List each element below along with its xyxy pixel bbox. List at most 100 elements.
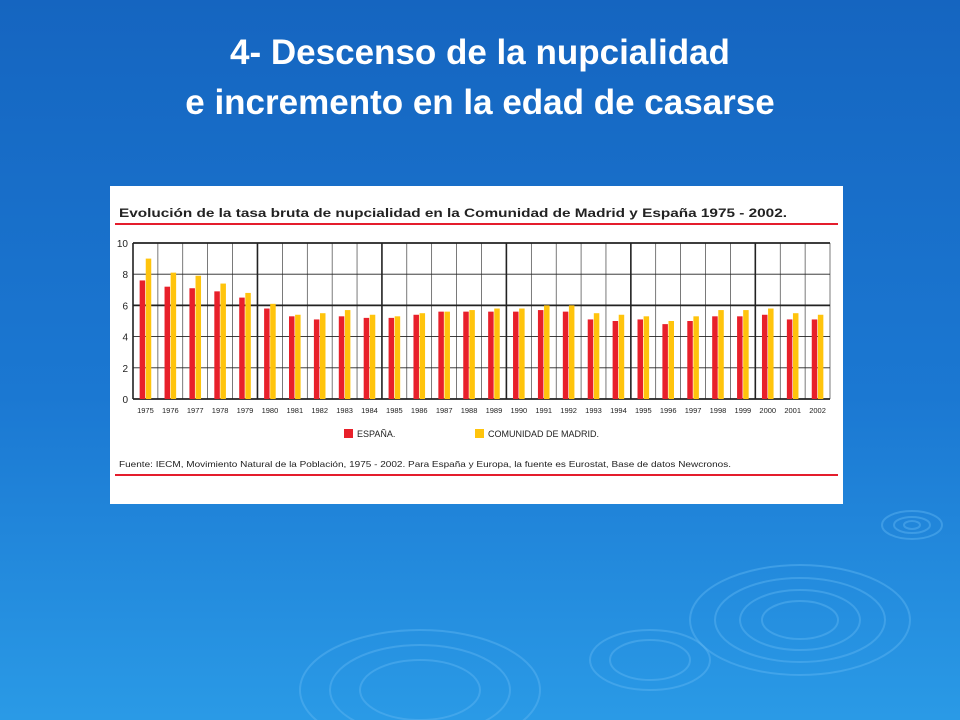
- x-tick-label: 1976: [162, 406, 179, 415]
- bar-espana: [637, 319, 644, 399]
- source-note: Fuente: IECM, Movimiento Natural de la P…: [119, 459, 731, 469]
- bar-madrid: [693, 316, 699, 399]
- chart-card: Evolución de la tasa bruta de nupcialida…: [110, 186, 843, 504]
- x-tick-label: 1994: [610, 406, 627, 415]
- legend-label: COMUNIDAD DE MADRID.: [488, 429, 599, 439]
- bar-madrid: [792, 313, 799, 399]
- bar-espana: [562, 311, 569, 399]
- bar-madrid: [519, 308, 525, 399]
- bar-espana: [811, 319, 818, 399]
- x-tick-label: 2000: [759, 406, 776, 415]
- bar-madrid: [319, 313, 326, 399]
- bar-espana: [612, 321, 619, 399]
- x-tick-label: 1990: [510, 406, 527, 415]
- bar-madrid: [369, 314, 376, 399]
- x-tick-label: 1991: [535, 406, 552, 415]
- x-tick-label: 1996: [660, 406, 677, 415]
- x-tick-label: 1986: [411, 406, 428, 415]
- chart-title: Evolución de la tasa bruta de nupcialida…: [119, 206, 787, 220]
- x-tick-label: 1975: [137, 406, 154, 415]
- bar-madrid: [394, 316, 401, 399]
- x-tick-label: 1993: [585, 406, 602, 415]
- bar-espana: [313, 319, 320, 399]
- bar-madrid: [768, 308, 774, 399]
- title-line-1: 4- Descenso de la nupcialidad: [230, 33, 730, 72]
- bar-madrid: [743, 310, 749, 399]
- bar-espana: [363, 317, 370, 399]
- bar-madrid: [469, 310, 475, 399]
- bar-espana: [338, 316, 345, 399]
- x-tick-label: 1981: [286, 406, 303, 415]
- x-tick-label: 1978: [212, 406, 229, 415]
- bar-espana: [289, 316, 295, 399]
- title-line-2: e incremento en la edad de casarse: [185, 83, 775, 122]
- bar-madrid: [618, 314, 625, 399]
- x-tick-label: 1982: [311, 406, 328, 415]
- bar-espana: [786, 319, 793, 399]
- y-tick-label: 2: [122, 364, 128, 375]
- x-tick-label: 1985: [386, 406, 403, 415]
- bar-espana: [463, 311, 469, 399]
- bar-espana: [164, 286, 171, 399]
- bar-madrid: [220, 283, 226, 399]
- x-tick-label: 1992: [560, 406, 577, 415]
- y-tick-label: 4: [122, 333, 128, 344]
- slide-title: 4- Descenso de la nupcialidad e incremen…: [0, 28, 960, 128]
- x-tick-label: 1988: [461, 406, 478, 415]
- bar-espana: [388, 317, 395, 399]
- x-tick-label: 1987: [436, 406, 453, 415]
- x-tick-label: 1997: [685, 406, 702, 415]
- bar-espana: [438, 311, 444, 399]
- bar-madrid: [444, 311, 450, 399]
- x-tick-label: 1979: [237, 406, 254, 415]
- bar-madrid: [643, 316, 650, 399]
- bar-madrid: [593, 313, 600, 399]
- bar-chart: Evolución de la tasa bruta de nupcialida…: [115, 206, 838, 476]
- bar-madrid: [668, 321, 674, 399]
- bar-madrid: [195, 275, 202, 399]
- bar-espana: [189, 288, 195, 399]
- bar-madrid: [568, 305, 575, 399]
- bar-espana: [264, 308, 270, 399]
- x-tick-label: 1984: [361, 406, 378, 415]
- legend-swatch: [475, 429, 484, 438]
- y-tick-label: 0: [122, 395, 128, 406]
- bar-madrid: [718, 310, 724, 399]
- legend-swatch: [344, 429, 353, 438]
- bar-espana: [488, 311, 494, 399]
- bar-madrid: [344, 310, 351, 399]
- bar-espana: [687, 321, 693, 399]
- x-tick-label: 1999: [735, 406, 752, 415]
- bar-espana: [662, 324, 668, 399]
- bar-espana: [737, 316, 743, 399]
- bar-espana: [139, 280, 146, 399]
- x-tick-label: 1995: [635, 406, 652, 415]
- legend-label: ESPAÑA.: [357, 429, 395, 439]
- bar-madrid: [270, 303, 276, 399]
- bar-madrid: [295, 314, 301, 399]
- bar-madrid: [817, 314, 824, 399]
- bar-madrid: [170, 272, 177, 399]
- y-tick-label: 6: [122, 301, 128, 312]
- bar-madrid: [245, 292, 251, 399]
- bar-madrid: [145, 258, 152, 399]
- x-tick-label: 1977: [187, 406, 204, 415]
- bar-madrid: [494, 308, 500, 399]
- x-tick-label: 1983: [336, 406, 353, 415]
- bar-espana: [413, 314, 419, 399]
- x-tick-label: 2002: [809, 406, 826, 415]
- x-tick-label: 1989: [486, 406, 503, 415]
- bar-espana: [712, 316, 718, 399]
- y-tick-label: 8: [122, 270, 128, 281]
- x-tick-label: 1980: [262, 406, 279, 415]
- y-tick-label: 10: [117, 239, 129, 250]
- bar-espana: [587, 319, 594, 399]
- x-tick-label: 2001: [784, 406, 801, 415]
- bar-madrid: [544, 305, 550, 399]
- bar-espana: [537, 310, 544, 399]
- bar-espana: [513, 311, 519, 399]
- bar-madrid: [419, 313, 426, 399]
- bar-espana: [214, 291, 220, 399]
- bar-espana: [239, 297, 245, 399]
